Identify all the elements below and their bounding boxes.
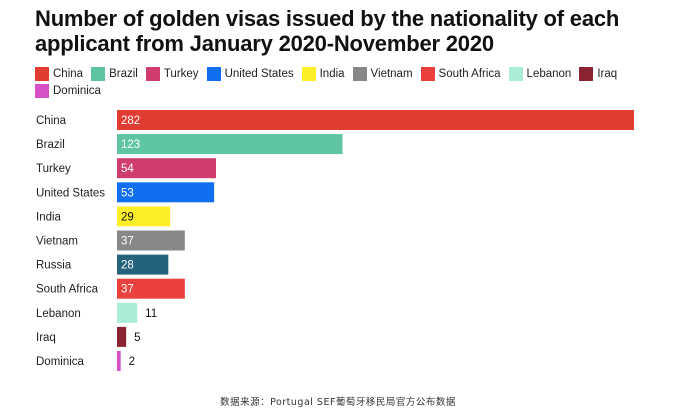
data-label: 282	[121, 115, 140, 127]
legend-label: South Africa	[438, 68, 501, 80]
legend-item: United States	[206, 67, 294, 81]
bar	[117, 182, 215, 203]
category-label: Brazil	[36, 139, 65, 151]
category-label: Russia	[36, 260, 72, 272]
category-label: United States	[36, 187, 105, 199]
bar	[117, 206, 171, 227]
bar	[117, 158, 216, 179]
category-label: Dominica	[36, 356, 85, 368]
legend-swatch	[145, 67, 160, 81]
legend-swatch	[579, 67, 594, 81]
legend-label: United States	[224, 68, 294, 80]
bar	[117, 110, 634, 130]
category-label: Vietnam	[36, 236, 78, 248]
legend-item: India	[301, 67, 345, 81]
legend-item: Dominica	[35, 84, 101, 98]
data-label: 29	[121, 211, 134, 223]
category-label: Iraq	[36, 332, 56, 344]
legend-swatch	[35, 67, 49, 81]
data-label: 28	[121, 260, 134, 272]
legend-label: Dominica	[53, 85, 101, 97]
legend-swatch	[206, 67, 221, 81]
legend-swatch	[508, 67, 523, 81]
category-label: China	[36, 115, 67, 127]
legend-item: South Africa	[420, 67, 501, 81]
data-label: 123	[121, 139, 140, 151]
data-label: 2	[129, 356, 135, 368]
data-label: 37	[121, 284, 134, 296]
chart-title: Number of golden visas issued by the nat…	[35, 6, 620, 56]
data-label: 37	[121, 236, 134, 248]
legend-item: Turkey	[145, 67, 199, 81]
bar	[117, 302, 138, 323]
legend-item: Vietnam	[352, 67, 413, 81]
legend-swatch	[352, 67, 367, 81]
bar	[117, 230, 185, 251]
category-label: India	[36, 211, 62, 223]
legend-swatch	[91, 67, 106, 81]
bar	[117, 134, 343, 155]
legend-item: China	[35, 67, 83, 81]
source-note: 数据来源：Portugal SEF葡萄牙移民局官方公布数据	[220, 397, 456, 408]
category-label: South Africa	[36, 284, 99, 296]
legend-label: Brazil	[109, 68, 138, 80]
bar	[117, 278, 185, 299]
legend-item: Iraq	[579, 67, 617, 81]
data-label: 54	[121, 163, 134, 175]
chart-legend: China Brazil Turkey United States India Vietn…	[35, 67, 655, 98]
legend-swatch	[35, 84, 49, 98]
bar	[117, 326, 127, 347]
category-label: Turkey	[36, 163, 71, 175]
legend-label: China	[53, 68, 84, 80]
data-label: 5	[134, 332, 140, 344]
legend-item: Brazil	[91, 67, 138, 81]
legend-label: Turkey	[163, 68, 199, 80]
legend-swatch	[301, 67, 316, 81]
data-label: 11	[145, 308, 157, 320]
category-label: Lebanon	[36, 308, 81, 320]
legend-label: Iraq	[597, 68, 618, 80]
bar	[117, 351, 121, 371]
legend-label: India	[319, 68, 345, 80]
legend-label: Lebanon	[526, 68, 572, 80]
legend-item: Lebanon	[508, 67, 572, 81]
legend-swatch	[420, 67, 435, 81]
legend-label: Vietnam	[370, 68, 413, 80]
data-label: 53	[121, 187, 134, 199]
bar	[117, 254, 169, 275]
